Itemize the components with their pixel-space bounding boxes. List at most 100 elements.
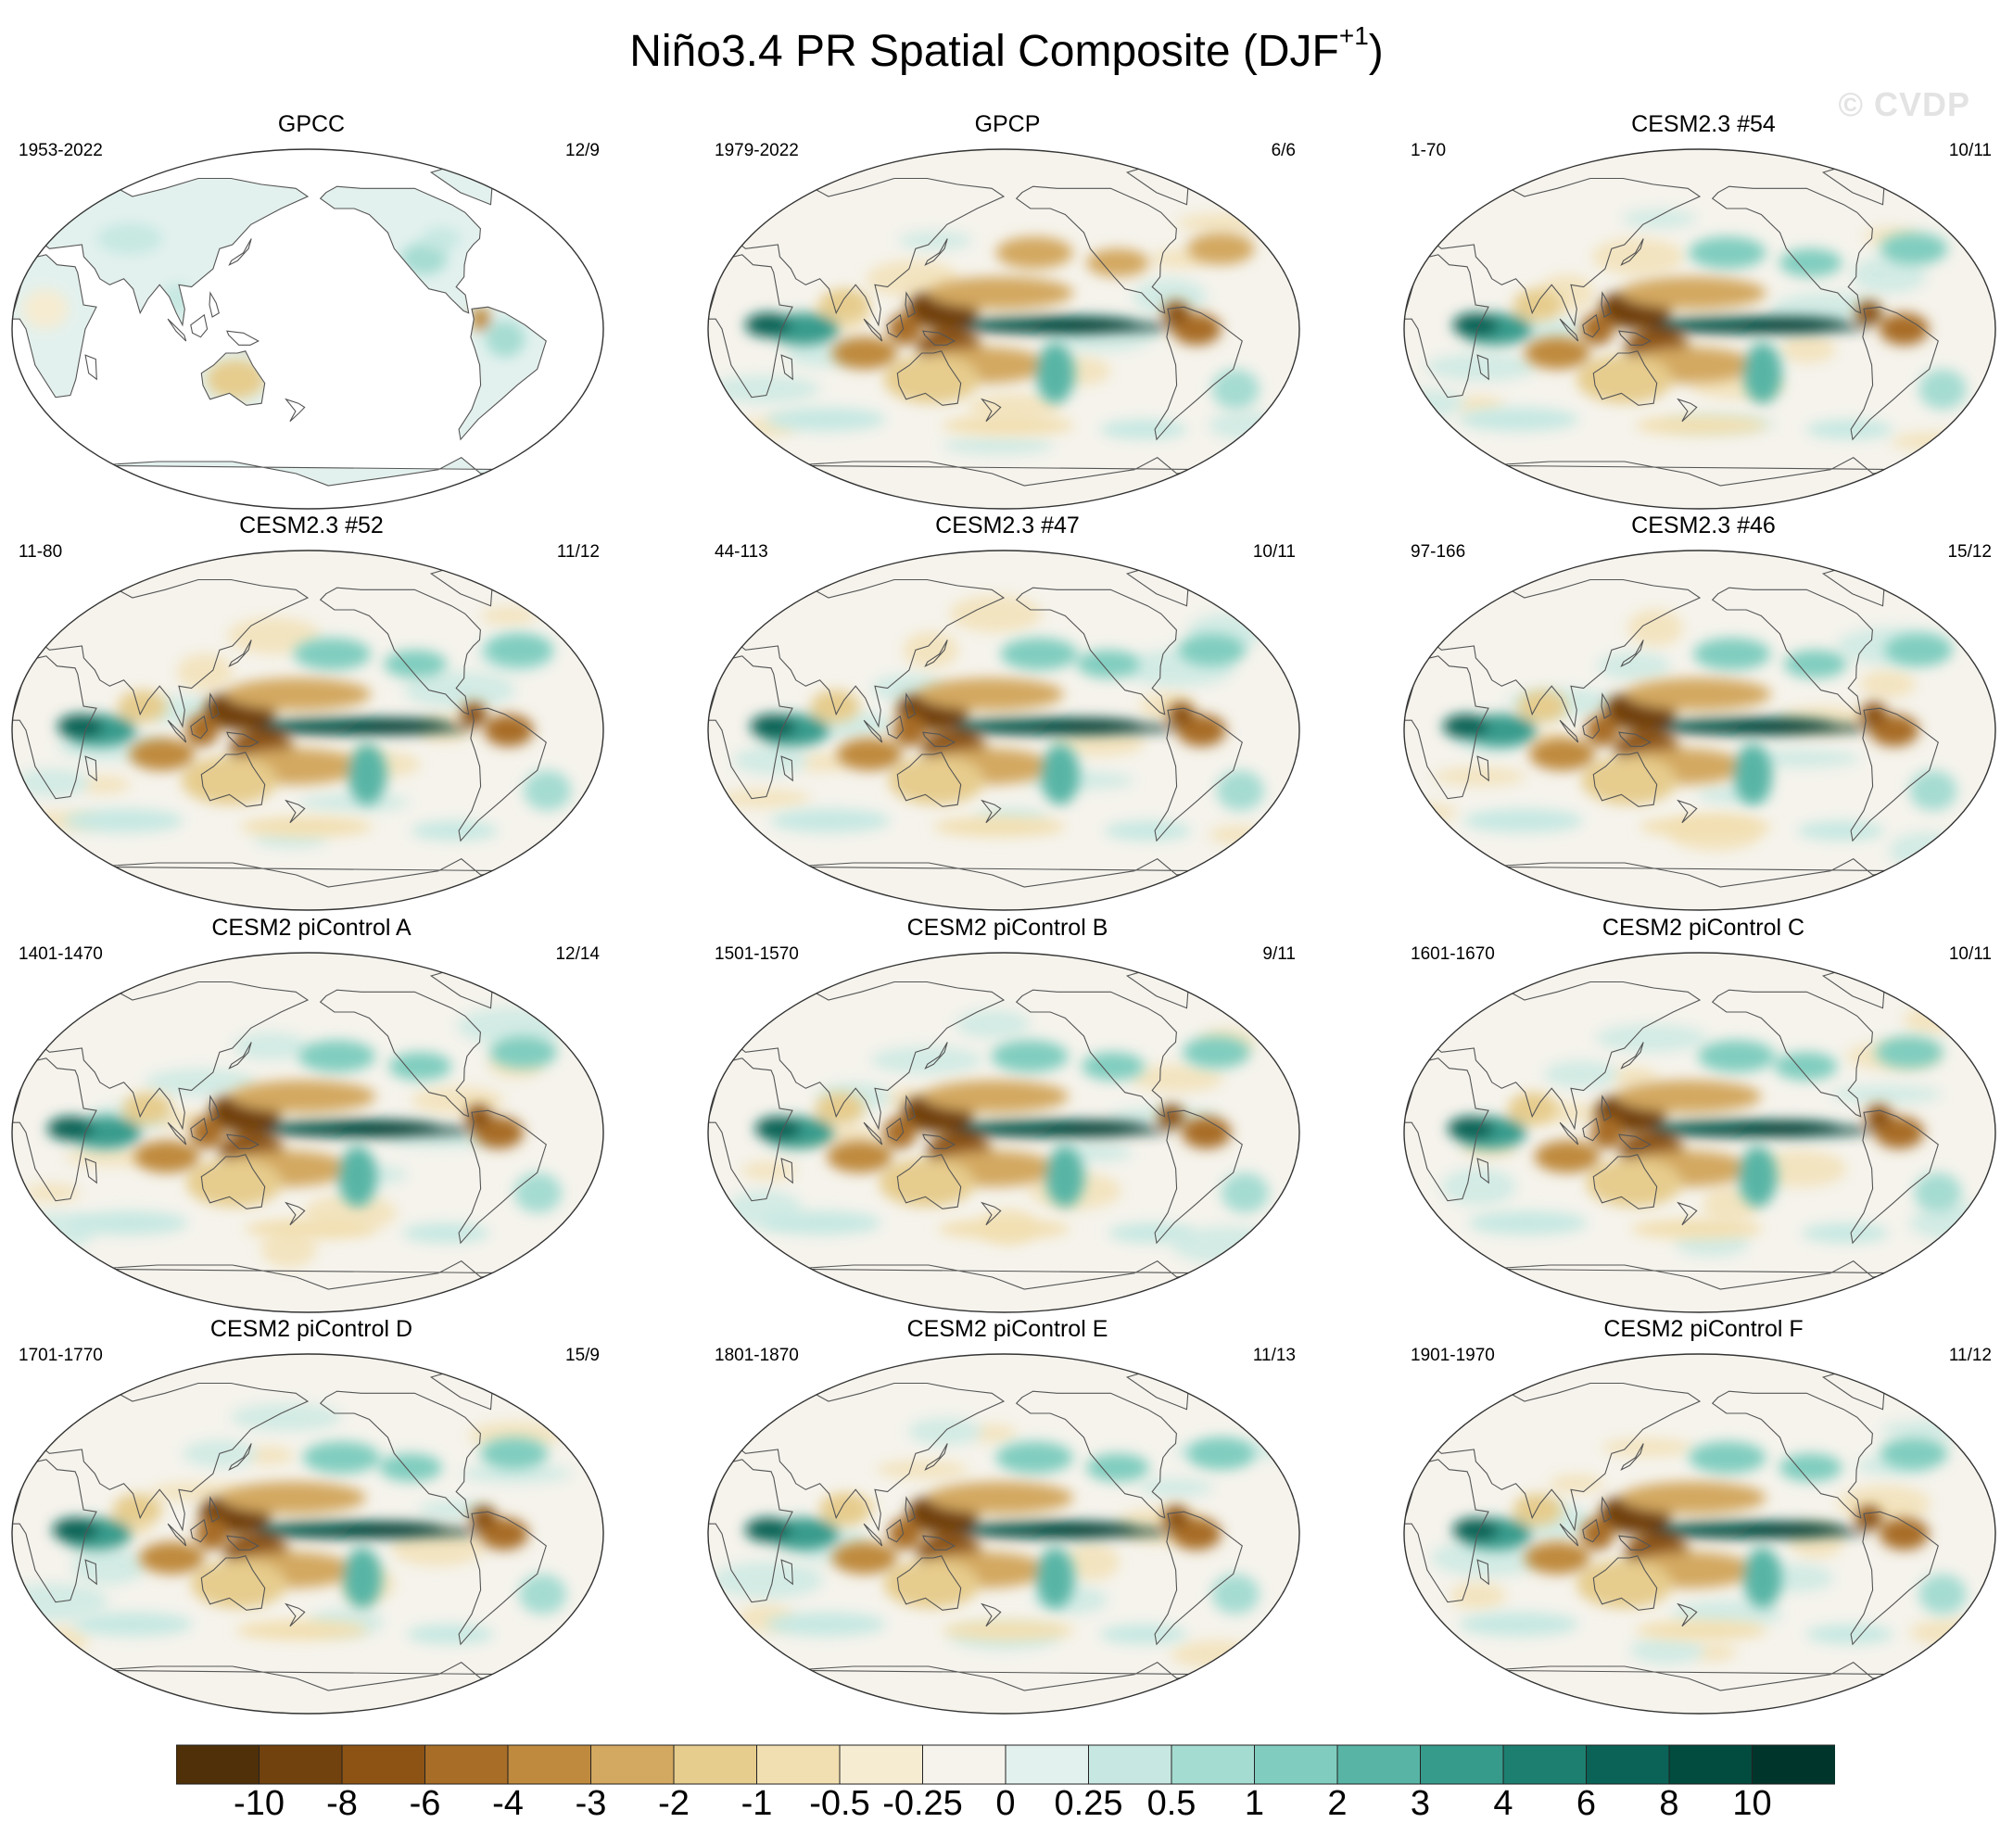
composite-map (1403, 1353, 1996, 1715)
panel-title: CESM2 piControl D (209, 1316, 413, 1342)
precip-anomaly-patch (402, 1222, 490, 1244)
map-panel: CESM2 piControl C 1601-1670 10/11 (1403, 915, 2013, 1313)
composite-map (707, 550, 1300, 911)
precip-anomaly-patch (485, 634, 553, 666)
colorbar-swatch (673, 1744, 758, 1785)
precip-anomaly-patch (1133, 278, 1208, 316)
precip-anomaly-patch (883, 355, 981, 404)
colorbar-tick-label: -2 (658, 1784, 690, 1823)
colorbar (176, 1744, 1835, 1785)
precip-anomaly-patch (1783, 650, 1847, 678)
precip-anomaly-patch (243, 723, 475, 734)
precip-anomaly-patch (937, 1219, 1070, 1239)
precip-anomaly-patch (1452, 312, 1500, 337)
precip-anomaly-patch (69, 1210, 188, 1235)
precip-anomaly-patch (1211, 1574, 1260, 1614)
precip-anomaly-patch (1158, 1104, 1184, 1129)
precip-anomaly-patch (942, 1620, 1075, 1640)
composite-map (1403, 148, 1996, 510)
panel-title: GPCP (974, 111, 1041, 137)
precip-anomaly-patch (220, 1481, 367, 1514)
precip-anomaly-patch (1738, 1146, 1778, 1208)
map-panel: CESM2.3 #52 11-80 11/12 (11, 513, 623, 911)
precip-anomaly-patch (941, 1125, 1172, 1136)
precip-anomaly-patch (1918, 369, 1967, 410)
map-border (11, 952, 604, 1313)
precip-anomaly-patch (57, 714, 104, 739)
panel-title: CESM2.3 #52 (239, 513, 384, 538)
precip-anomaly-patch (513, 1172, 563, 1213)
colorbar-tick-label: -8 (326, 1784, 358, 1823)
precip-anomaly-patch (1448, 1116, 1494, 1141)
precip-anomaly-patch (293, 638, 371, 670)
precip-anomaly-patch (1880, 1437, 1948, 1470)
map-panel: CESM2 piControl F 1901-1970 11/12 (1403, 1316, 2013, 1715)
precip-anomaly-patch (1852, 256, 1927, 294)
precip-anomaly-patch (253, 1526, 485, 1538)
precip-anomaly-patch (1463, 808, 1584, 833)
precip-anomaly-patch (129, 738, 196, 771)
precip-anomaly-patch (1549, 1474, 1605, 1493)
precip-anomaly-patch (733, 746, 808, 775)
precip-anomaly-patch (1525, 1541, 1590, 1575)
precip-anomaly-patch (1508, 1092, 1558, 1125)
colorbar-tick-label: 10 (1732, 1784, 1772, 1823)
precip-anomaly-patch (406, 1624, 494, 1645)
precip-anomaly-patch (888, 756, 985, 805)
map-border (1403, 550, 1996, 911)
precip-anomaly-patch (955, 1010, 1030, 1038)
colorbar-swatch (176, 1744, 260, 1785)
precip-anomaly-patch (343, 1548, 382, 1609)
precip-anomaly-patch (1576, 1560, 1673, 1609)
precip-anomaly-patch (932, 816, 1066, 837)
panel-title: CESM2 piControl E (906, 1316, 1108, 1342)
map-panel: CESM2.3 #54 1-70 10/11 (1403, 111, 2013, 510)
colorbar-swatch (1752, 1744, 1835, 1785)
precip-anomaly-patch (927, 276, 1074, 310)
precip-anomaly-patch (1404, 803, 1457, 822)
figure-title: Niño3.4 PR Spatial Composite (DJF+1) (629, 21, 1384, 76)
precip-anomaly-patch (480, 1437, 549, 1470)
colorbar-tick-label: 0.5 (1146, 1784, 1196, 1823)
precip-anomaly-patch (876, 1460, 969, 1479)
map-border (1403, 148, 1996, 510)
colorbar-swatch (259, 1744, 343, 1785)
colorbar-swatch (1502, 1744, 1588, 1785)
precip-anomaly-patch (47, 1116, 94, 1141)
map-panel: GPCP 1979-2022 6/6 (707, 111, 1319, 510)
precip-anomaly-patch (1639, 816, 1772, 837)
panel-event-count: 11/12 (556, 542, 600, 562)
map-border (707, 952, 1300, 1313)
precip-anomaly-patch (991, 1040, 1069, 1072)
precip-anomaly-patch (230, 1403, 342, 1432)
precip-anomaly-patch (1544, 1060, 1619, 1089)
precip-anomaly-patch (810, 690, 860, 723)
precip-anomaly-patch (1648, 1125, 1880, 1136)
precip-anomaly-patch (820, 288, 870, 322)
panel-title: GPCC (277, 111, 346, 137)
map-panel: CESM2 piControl D 1701-1770 15/9 (11, 1316, 623, 1715)
precip-anomaly-patch (1698, 1040, 1776, 1072)
precip-anomaly-patch (1614, 1080, 1762, 1113)
precip-anomaly-patch (1855, 1505, 1882, 1530)
colorbar-tick-label: -3 (575, 1784, 607, 1823)
precip-anomaly-patch (744, 1517, 791, 1542)
precip-anomaly-patch (21, 288, 69, 329)
precip-anomaly-patch (1889, 832, 1964, 869)
precip-anomaly-patch (1627, 609, 1684, 647)
precip-anomaly-patch (1805, 1624, 1893, 1645)
colorbar-swatch (839, 1744, 924, 1785)
precip-anomaly-patch (411, 820, 499, 842)
map-panel: CESM2.3 #47 44-113 10/11 (707, 513, 1319, 911)
precip-anomaly-patch (1635, 1620, 1767, 1640)
precip-anomaly-patch (1620, 1481, 1766, 1514)
precip-anomaly-patch (1104, 820, 1192, 842)
precip-anomaly-patch (1918, 1574, 1967, 1614)
precip-anomaly-patch (1450, 1582, 1506, 1611)
panel-period: 1401-1470 (19, 944, 103, 964)
precip-anomaly-patch (1801, 1222, 1889, 1244)
precip-anomaly-patch (1099, 419, 1187, 440)
precip-anomaly-patch (712, 1561, 824, 1599)
precip-anomaly-patch (1216, 770, 1264, 811)
precip-anomaly-patch (1534, 1140, 1601, 1173)
